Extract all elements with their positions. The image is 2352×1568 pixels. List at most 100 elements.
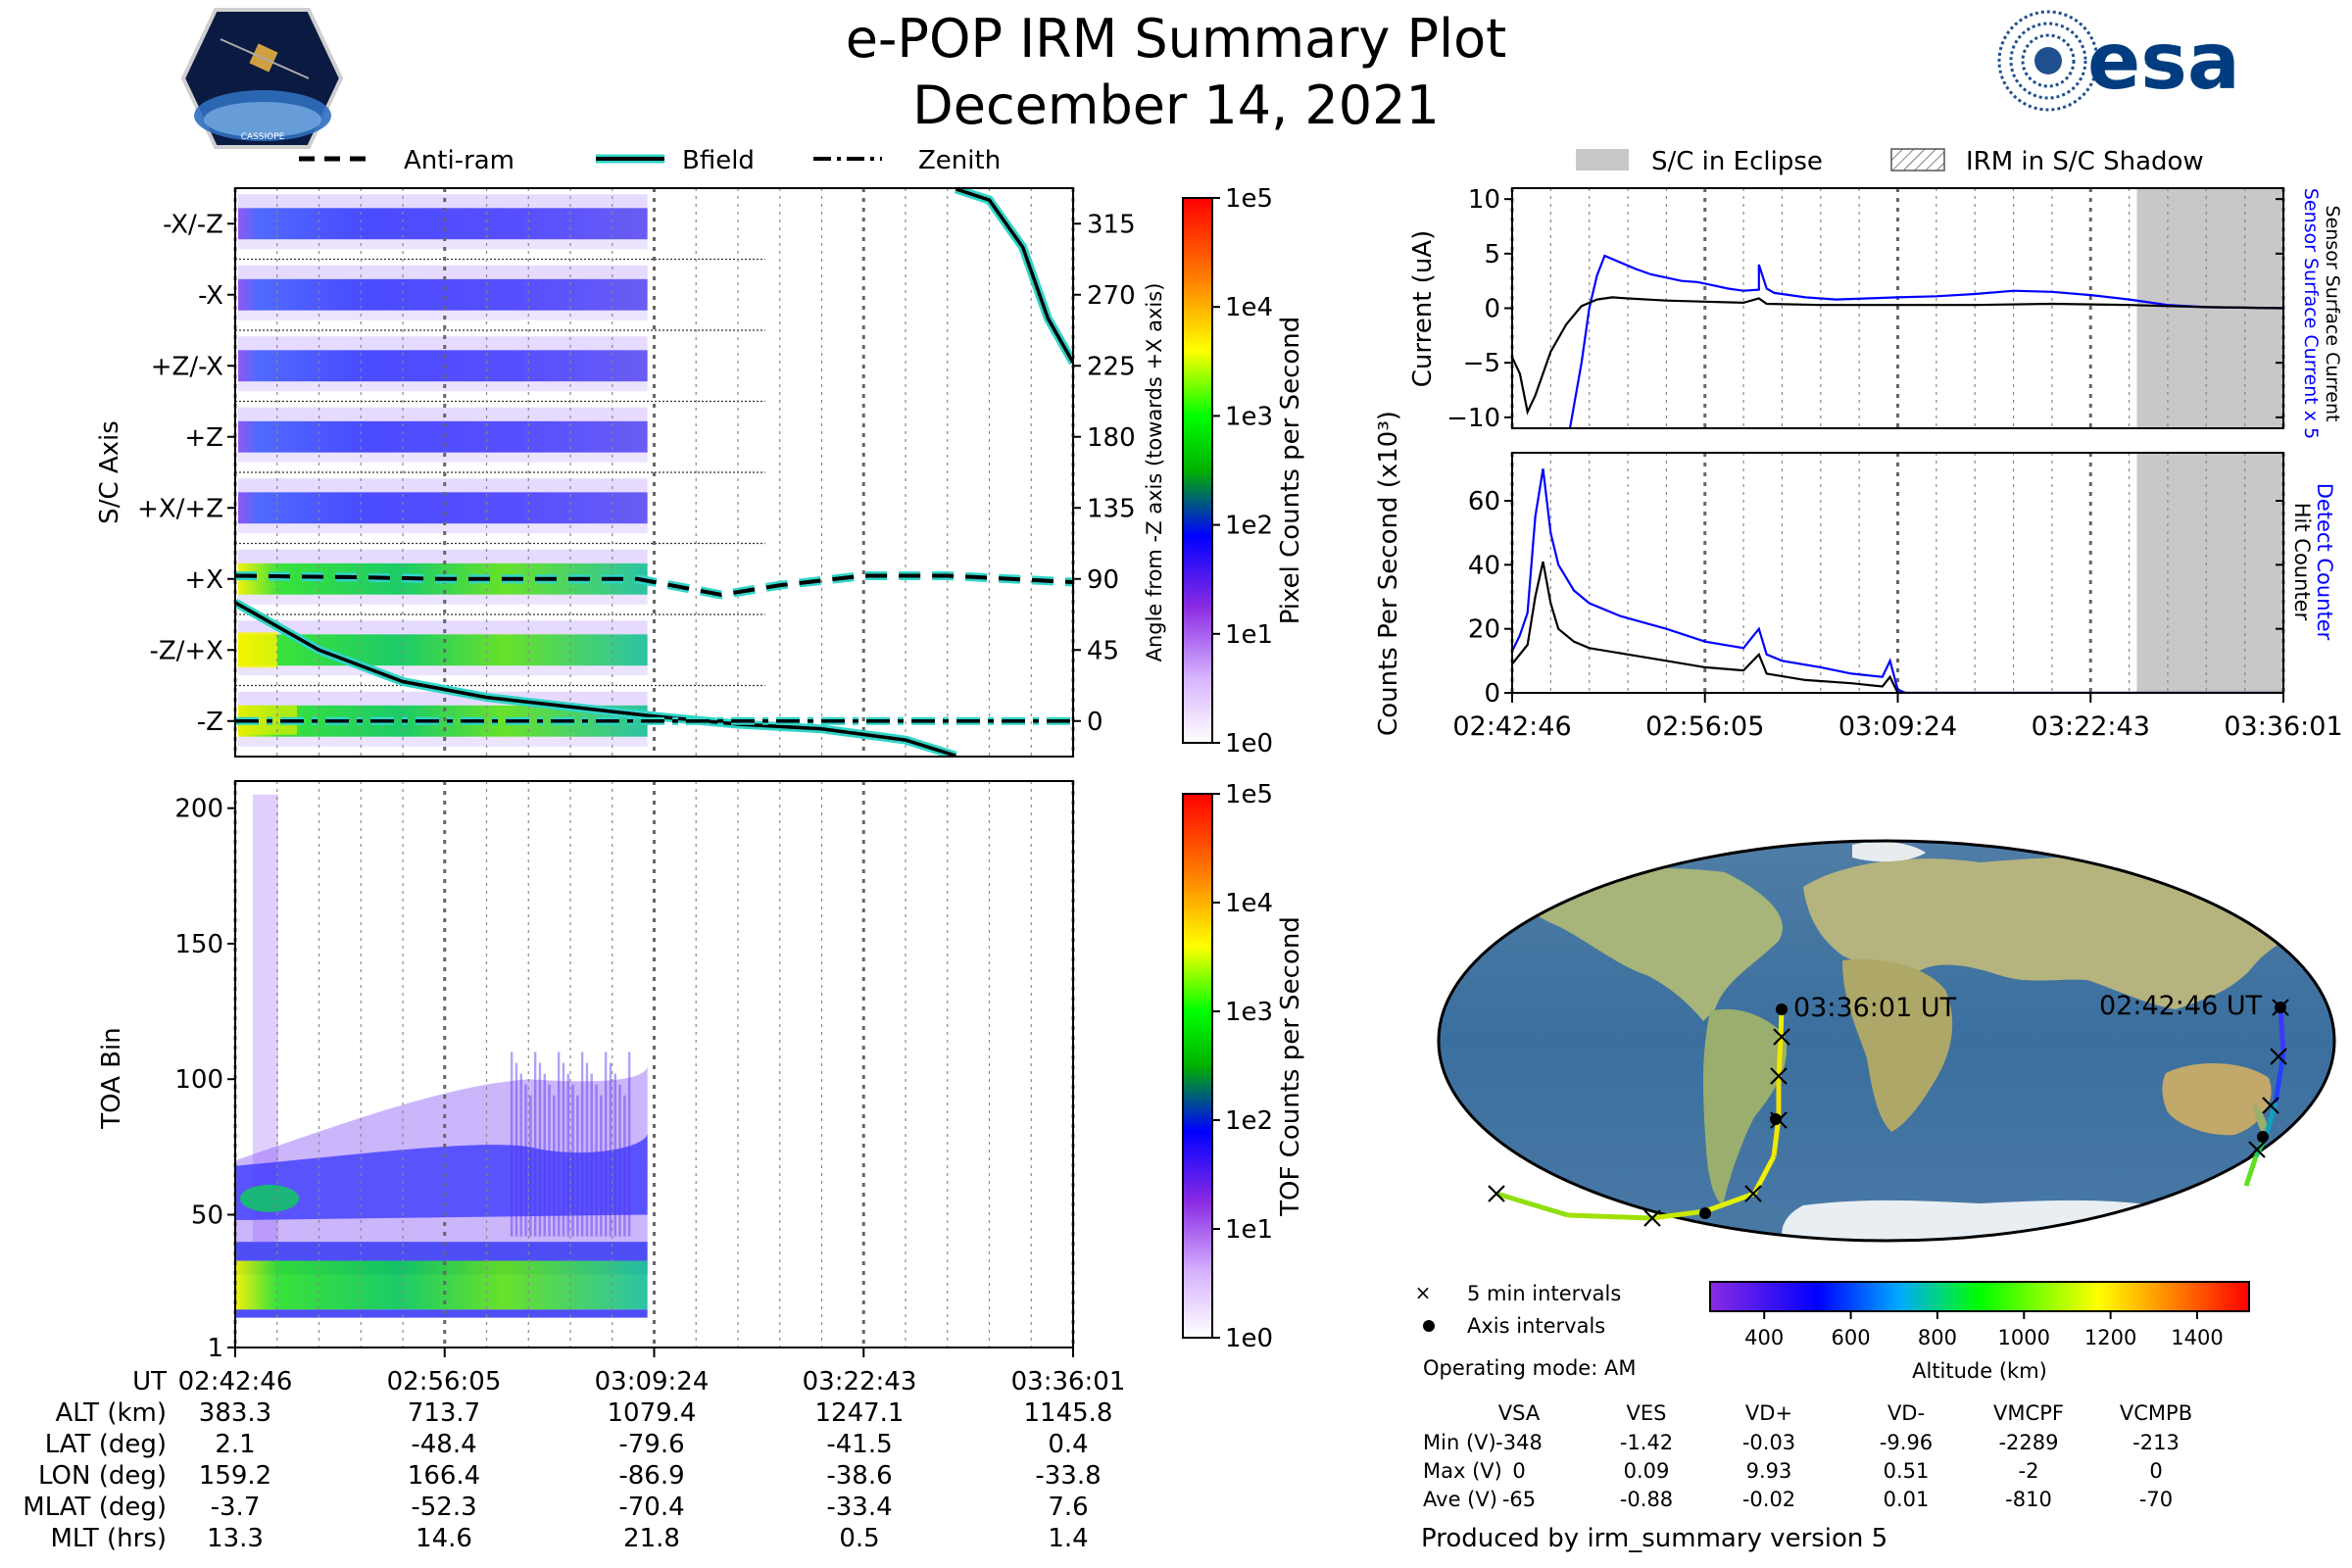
tof-colorbar: 1e0 1e1 1e2 1e3 1e4 1e5 TOF Counts per Second xyxy=(1182,780,1305,1353)
altitude-ticklabel: 1000 xyxy=(1998,1326,2050,1349)
counts-xticks: 02:42:46 02:56:05 03:09:24 03:22:43 03:36:01 xyxy=(1452,693,2343,742)
legend-right: S/C in Eclipse IRM in S/C Shadow xyxy=(1576,147,2204,176)
orbit-segment xyxy=(2278,1006,2286,1054)
sc-axis-panel: -X/-Z -X +Z/-X +Z +X/+Z +X -Z/+X -Z 315 270 225 18… xyxy=(95,187,1166,758)
sc-axis-band-fringe xyxy=(238,381,648,392)
counts-xticklabel: 03:36:01 xyxy=(2224,711,2342,742)
page-date: December 14, 2021 xyxy=(912,74,1440,136)
stats-cell: -2289 xyxy=(1998,1431,2059,1454)
sc-axis-band-fringe xyxy=(238,594,648,605)
stats-col-header: VCMPB xyxy=(2119,1401,2193,1425)
ephemeris-cell: 02:42:46 xyxy=(177,1367,293,1396)
esa-logo-text: esa xyxy=(2087,16,2240,107)
sc-axis-band-fringe xyxy=(238,620,648,635)
sc-axis-hot-spot xyxy=(238,632,277,668)
tof-colorbar-label: TOF Counts per Second xyxy=(1276,916,1305,1217)
sc-axis-y2ticklabel: 315 xyxy=(1087,210,1136,239)
altitude-colorbar-ticks: 400 600 800 1000 1200 1400 xyxy=(1744,1311,2224,1349)
yticklabel: −10 xyxy=(1446,404,1500,433)
stats-cell: -810 xyxy=(2005,1488,2052,1511)
sc-axis-band-fringe xyxy=(238,452,648,463)
stats-cell: -213 xyxy=(2132,1431,2180,1454)
ephemeris-cell: 1.4 xyxy=(1048,1524,1089,1553)
yticklabel: 0 xyxy=(1484,679,1500,709)
ephemeris-cell: 14.6 xyxy=(416,1524,472,1553)
map-frame xyxy=(1437,839,2336,1243)
altitude-ticklabel: 1400 xyxy=(2171,1326,2223,1349)
ephemeris-cell: 713.7 xyxy=(407,1398,481,1428)
ephemeris-row-label: MLAT (deg) xyxy=(23,1493,167,1522)
counts-y2label-black: Hit Counter xyxy=(2290,503,2314,621)
counts-xticklabel: 03:22:43 xyxy=(2032,711,2150,742)
counts-ylabel: Counts Per Second (x10³) xyxy=(1374,411,1403,736)
colorbar-ticklabel: 1e3 xyxy=(1225,998,1273,1027)
sc-axis-yticks: -X/-Z -X +Z/-X +Z +X/+Z +X -Z/+X -Z xyxy=(137,210,235,737)
stats-cell: 9.93 xyxy=(1745,1459,1792,1483)
sc-axis-y2label: Angle from -Z axis (towards +X axis) xyxy=(1143,283,1166,662)
stats-cell: 0 xyxy=(1512,1459,1526,1483)
toa-cloud-core xyxy=(235,1133,648,1221)
current-ylabel: Current (uA) xyxy=(1408,230,1438,387)
colorbar-ticklabel: 1e1 xyxy=(1225,620,1273,650)
sc-axis-frame xyxy=(234,187,1074,758)
orbit-map: 03:36:01 UT 02:42:46 UT xyxy=(1437,839,2336,1243)
antiram-line xyxy=(235,573,1073,597)
pixel-colorbar-ticks: 1e0 1e1 1e2 1e3 1e4 1e5 xyxy=(1212,184,1273,759)
page-title: e-POP IRM Summary Plot xyxy=(845,8,1507,70)
sc-axis-yticklabel: -Z/+X xyxy=(149,636,223,665)
pixel-colorbar-bar xyxy=(1182,197,1213,744)
stats-cell: -348 xyxy=(1495,1431,1543,1454)
ephemeris-cell: -33.4 xyxy=(826,1493,893,1522)
stats-col-header: VMCPF xyxy=(1993,1401,2064,1425)
colorbar-ticklabel: 1e4 xyxy=(1225,889,1273,918)
orbit-axis-marker xyxy=(2275,1002,2286,1013)
ephemeris-cell: 166.4 xyxy=(407,1461,481,1491)
altitude-ticklabel: 800 xyxy=(1918,1326,1957,1349)
orbit-cross-marker xyxy=(1744,1185,1762,1202)
sc-axis-y2ticklabel: 225 xyxy=(1087,352,1136,381)
ephemeris-cell: 383.3 xyxy=(198,1398,272,1428)
orbit-cross-marker xyxy=(2248,1141,2266,1158)
current-panel: −10 −5 0 5 10 Current (uA) Sensor Surface Cu… xyxy=(1408,185,2343,439)
orbit-cross-marker xyxy=(1770,1067,1788,1085)
current-y2label-black: Sensor Surface Current xyxy=(2322,206,2343,422)
ephemeris-cell: -3.7 xyxy=(210,1493,261,1522)
stats-cell: -1.42 xyxy=(1619,1431,1674,1454)
ephemeris-row-label: LON (deg) xyxy=(37,1461,167,1491)
toa-low-band-green xyxy=(235,1260,648,1310)
yticklabel: 60 xyxy=(1468,487,1500,516)
orbit-cross-marker xyxy=(1488,1185,1505,1202)
toa-yticklabel: 50 xyxy=(191,1200,223,1230)
toa-yticklabel: 200 xyxy=(174,795,223,824)
stats-cell: -2 xyxy=(2018,1459,2039,1483)
sc-axis-band-fringe xyxy=(238,239,648,250)
altitude-ticklabel: 600 xyxy=(1832,1326,1871,1349)
ephemeris-cell: -70.4 xyxy=(618,1493,685,1522)
sc-axis-yticklabel: +X xyxy=(184,565,223,595)
ephemeris-cell: -41.5 xyxy=(826,1430,893,1459)
tof-colorbar-bar xyxy=(1182,793,1213,1339)
ephemeris-cell: 159.2 xyxy=(198,1461,272,1491)
orbit-start-label: 02:42:46 UT xyxy=(2099,991,2263,1021)
counts-panel: 0 20 40 60 02:42:46 02:56:05 03:09:24 03:22:43… xyxy=(1374,411,2343,742)
yticklabel: 0 xyxy=(1484,295,1500,324)
stats-col-header: VD- xyxy=(1886,1401,1926,1425)
yticklabel: −5 xyxy=(1463,349,1500,378)
stats-cell: 0.51 xyxy=(1883,1459,1930,1483)
legend-swatch-eclipse xyxy=(1576,149,1629,171)
colorbar-ticklabel: 1e2 xyxy=(1225,512,1273,541)
altitude-colorbar-label: Altitude (km) xyxy=(1912,1359,2047,1383)
toa-ylabel: TOA Bin xyxy=(97,1027,126,1129)
altitude-ticklabel: 1200 xyxy=(2084,1326,2136,1349)
toa-hot-blob xyxy=(240,1184,299,1212)
toa-yticklabel: 1 xyxy=(207,1334,223,1363)
ephemeris-cell: 1247.1 xyxy=(814,1398,905,1428)
sc-axis-band-fringe xyxy=(238,691,648,706)
operating-mode: Operating mode: AM xyxy=(1423,1356,1637,1380)
ephemeris-cell: 0.5 xyxy=(839,1524,880,1553)
cassiope-logo-text: CASSIOPE xyxy=(241,132,285,142)
stats-cell: -0.03 xyxy=(1741,1431,1796,1454)
orbit-cross-marker xyxy=(1773,1028,1790,1046)
legend-label-shadow: IRM in S/C Shadow xyxy=(1966,147,2204,176)
